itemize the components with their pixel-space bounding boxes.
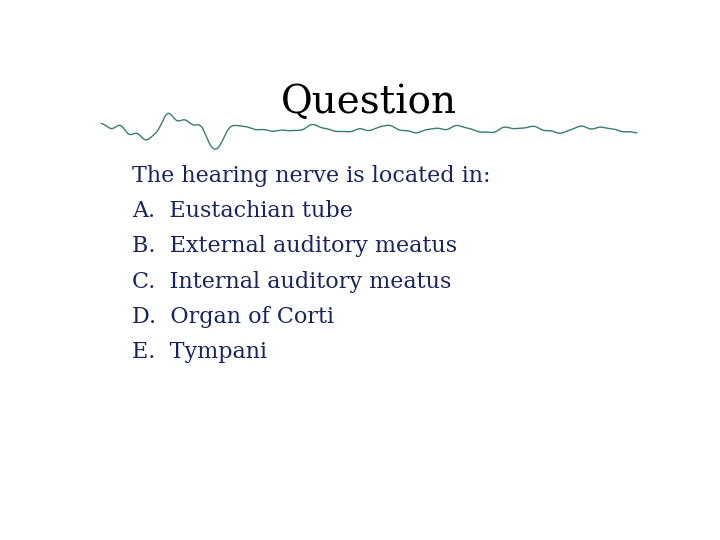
Text: B.  External auditory meatus: B. External auditory meatus — [132, 235, 457, 257]
Text: The hearing nerve is located in:: The hearing nerve is located in: — [132, 165, 490, 187]
Text: Question: Question — [281, 84, 457, 120]
Text: C.  Internal auditory meatus: C. Internal auditory meatus — [132, 271, 451, 293]
Text: D.  Organ of Corti: D. Organ of Corti — [132, 306, 334, 328]
Text: E.  Tympani: E. Tympani — [132, 341, 267, 363]
Text: A.  Eustachian tube: A. Eustachian tube — [132, 200, 353, 222]
